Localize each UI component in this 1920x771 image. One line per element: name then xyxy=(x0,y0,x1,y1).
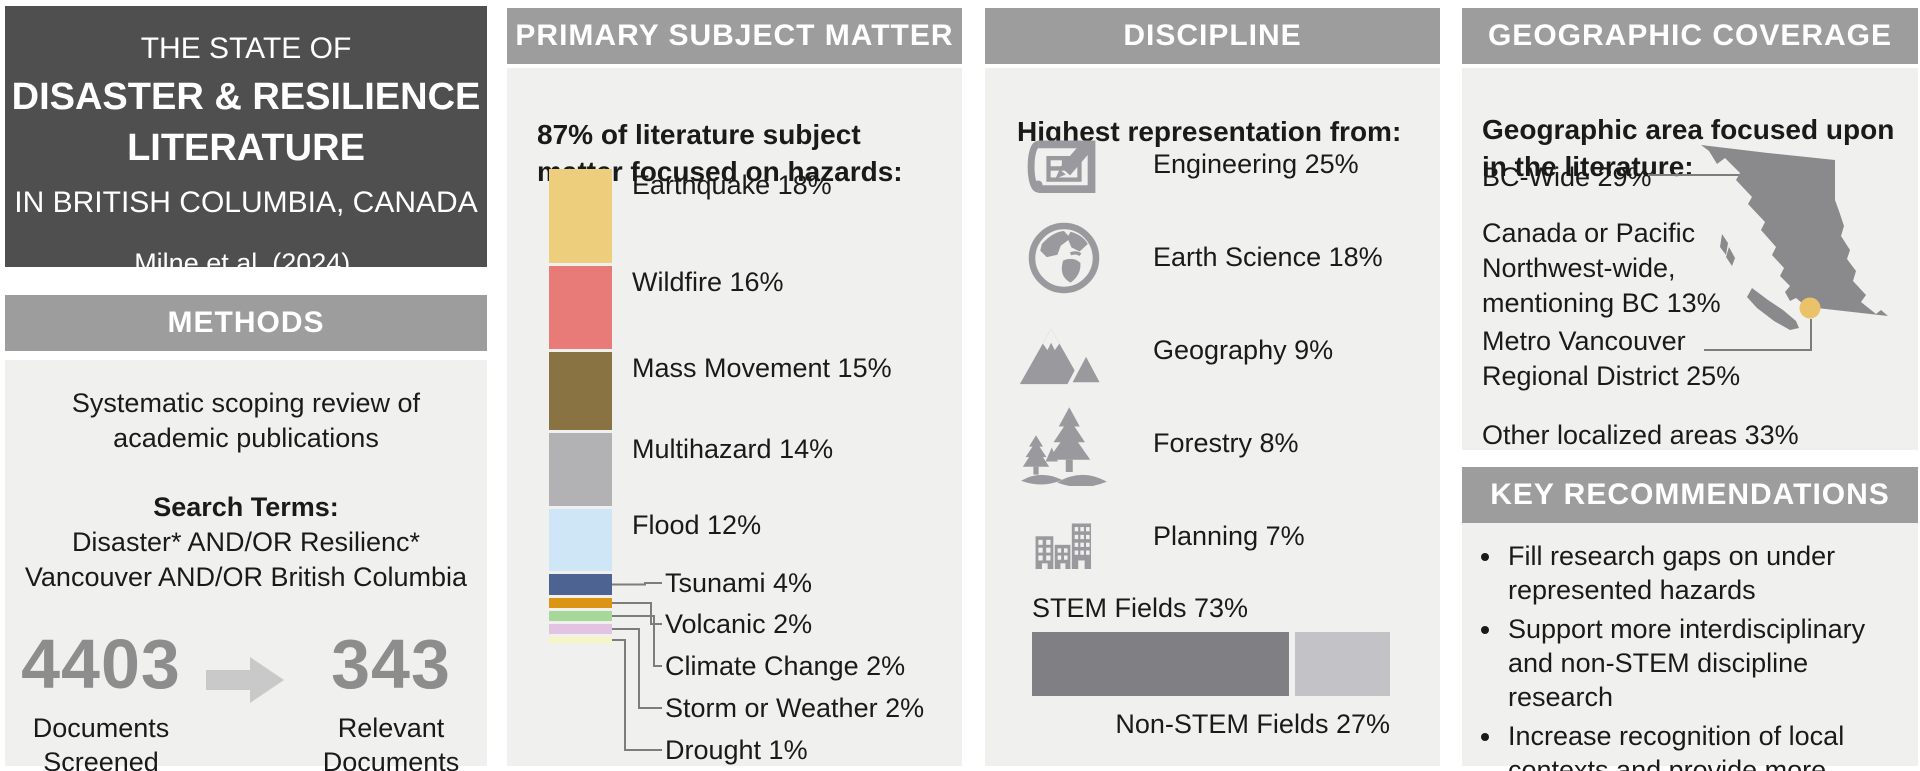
hazard-segment-earthquake xyxy=(549,169,612,263)
hazard-label: Mass Movement 15% xyxy=(632,353,892,383)
title-citation: Milne et al. (2024). xyxy=(134,248,358,278)
discipline-label: Earth Science 18% xyxy=(1153,242,1383,272)
screening-funnel: 4403 Documents Screened 343 Relevant Doc… xyxy=(5,629,487,771)
recommendations-panel: Fill research gaps on under represented … xyxy=(1462,523,1918,771)
discipline-list: Engineering 25% Earth Science 18% xyxy=(1013,118,1424,583)
documents-screened-label: Documents Screened xyxy=(32,713,170,771)
search-term-line: Vancouver AND/OR British Columbia xyxy=(24,562,468,592)
hazard-segment-wildfire xyxy=(549,266,612,349)
title-kicker: THE STATE OF xyxy=(140,32,352,65)
list-item: Planning 7% xyxy=(1013,490,1424,583)
vancouver-island-shape xyxy=(1747,288,1799,330)
hazard-label: Volcanic 2% xyxy=(665,609,813,639)
hazard-label: Flood 12% xyxy=(632,510,762,540)
globe-icon xyxy=(1013,217,1115,299)
disciplines-header: DISCIPLINE REPRESENTATION xyxy=(985,8,1440,108)
subject-matter-intro: 87% of literature subject matter focused… xyxy=(537,119,903,187)
hazard-label: Earthquake 18% xyxy=(632,170,832,200)
geographic-coverage-header: GEOGRAPHIC COVERAGE xyxy=(1462,8,1918,64)
methods-panel: Systematic scoping review of academic pu… xyxy=(5,360,487,771)
non-stem-bar-segment xyxy=(1294,632,1390,696)
key-recommendations-header: KEY RECOMMENDATIONS xyxy=(1462,467,1918,523)
column-subject-matter: PRIMARY SUBJECT MATTER 87% of literature… xyxy=(507,5,962,766)
hazard-segment-mass-movement xyxy=(549,352,612,430)
hazard-segment-flood xyxy=(549,509,612,571)
documents-screened-stat: 4403 Documents Screened xyxy=(6,629,196,771)
column-disciplines: DISCIPLINE REPRESENTATION Highest repres… xyxy=(985,5,1440,766)
search-terms-label: Search Terms: xyxy=(153,492,339,522)
bc-wide-leader-line xyxy=(1648,174,1748,176)
metro-vancouver-leader-line-horizontal xyxy=(1704,349,1812,351)
hazard-segment-climate-change xyxy=(549,611,612,621)
documents-screened-value: 4403 xyxy=(21,625,181,703)
geo-item-bc-wide: BC-Wide 29% xyxy=(1482,162,1652,192)
geo-item-metro-vancouver: Metro Vancouver Regional District 25% xyxy=(1482,326,1741,391)
column-geography-recommendations: GEOGRAPHIC COVERAGE Geographic area focu… xyxy=(1462,5,1918,771)
list-item: Earth Science 18% xyxy=(1013,211,1424,304)
city-buildings-icon xyxy=(1013,505,1115,569)
haida-gwaii-shape xyxy=(1726,247,1735,266)
bc-mainland-shape xyxy=(1701,145,1888,316)
haida-gwaii-shape xyxy=(1720,234,1728,255)
hazard-segment-multihazard xyxy=(549,433,612,506)
geo-item-other-areas: Other localized areas 33% xyxy=(1482,420,1799,450)
bar-divider xyxy=(1288,632,1295,696)
hazard-label: Climate Change 2% xyxy=(665,651,906,681)
subject-matter-header: PRIMARY SUBJECT MATTER xyxy=(507,8,962,64)
title-subtitle: IN BRITISH COLUMBIA, CANADA xyxy=(14,186,478,219)
relevant-documents-label: Relevant Documents xyxy=(322,713,460,771)
discipline-label: Engineering 25% xyxy=(1153,149,1359,179)
list-item: Fill research gaps on under represented … xyxy=(1504,539,1904,607)
discipline-label: Geography 9% xyxy=(1153,335,1334,365)
hazard-segment-volcanic xyxy=(549,598,612,608)
title-main-line2: LITERATURE xyxy=(127,127,365,169)
hazard-stacked-bar-chart: 87% of literature subject matter focused… xyxy=(507,68,962,766)
metro-vancouver-leader-line-vertical xyxy=(1810,319,1812,351)
hazard-label: Wildfire 16% xyxy=(632,267,784,297)
title-card: THE STATE OF DISASTER & RESILIENCE LITER… xyxy=(5,6,487,278)
relevant-documents-stat: 343 Relevant Documents xyxy=(296,629,486,771)
right-arrow-icon xyxy=(206,655,286,710)
hazard-label: Multihazard 14% xyxy=(632,434,834,464)
list-item: Increase recognition of local contexts a… xyxy=(1504,719,1904,771)
column-title-methods: THE STATE OF DISASTER & RESILIENCE LITER… xyxy=(5,5,487,771)
stem-fields-label: STEM Fields 73% xyxy=(1032,593,1249,623)
search-term-line: Disaster* AND/OR Resilienc* xyxy=(71,527,421,557)
methods-intro: Systematic scoping review of academic pu… xyxy=(71,388,421,453)
mountains-icon xyxy=(1013,316,1115,386)
stem-bar-chart: STEM Fields 73% Non-STEM Fields 27% xyxy=(1032,592,1390,740)
hazard-label: Tsunami 4% xyxy=(665,568,813,598)
hazard-segment-tsunami xyxy=(549,574,612,595)
list-item: Support more interdisciplinary and non-S… xyxy=(1504,612,1904,714)
hazard-segment-storm-or-weather xyxy=(549,624,612,634)
relevant-documents-value: 343 xyxy=(331,625,451,703)
hazard-label: Storm or Weather 2% xyxy=(665,693,925,723)
pine-trees-icon xyxy=(1013,402,1115,486)
blueprint-pencil-icon xyxy=(1013,122,1115,208)
recommendations-list: Fill research gaps on under represented … xyxy=(1474,539,1910,771)
stem-split-bar xyxy=(1032,632,1390,696)
list-item: Forestry 8% xyxy=(1013,397,1424,490)
disciplines-panel: Highest representation from: xyxy=(985,68,1440,766)
title-main-line1: DISASTER & RESILIENCE xyxy=(11,76,481,118)
discipline-label: Forestry 8% xyxy=(1153,428,1299,458)
discipline-label: Planning 7% xyxy=(1153,521,1305,551)
british-columbia-map xyxy=(1698,108,1918,353)
geography-intro: Geographic area focused upon in the lite… xyxy=(1482,114,1895,182)
metro-vancouver-dot xyxy=(1799,297,1821,319)
hazard-segment-drought xyxy=(549,637,612,643)
list-item: Geography 9% xyxy=(1013,304,1424,397)
hazard-label: Drought 1% xyxy=(665,735,808,765)
geo-item-canada-pnw: Canada or Pacific Northwest-wide, mentio… xyxy=(1482,218,1721,318)
stem-bar-segment xyxy=(1032,632,1289,696)
methods-header: METHODS xyxy=(5,295,487,351)
list-item: Engineering 25% xyxy=(1013,118,1424,211)
non-stem-fields-label: Non-STEM Fields 27% xyxy=(1115,709,1390,739)
search-terms-block: Search Terms: Disaster* AND/OR Resilienc… xyxy=(5,490,487,595)
geographic-coverage-panel: Geographic area focused upon in the lite… xyxy=(1462,68,1918,450)
